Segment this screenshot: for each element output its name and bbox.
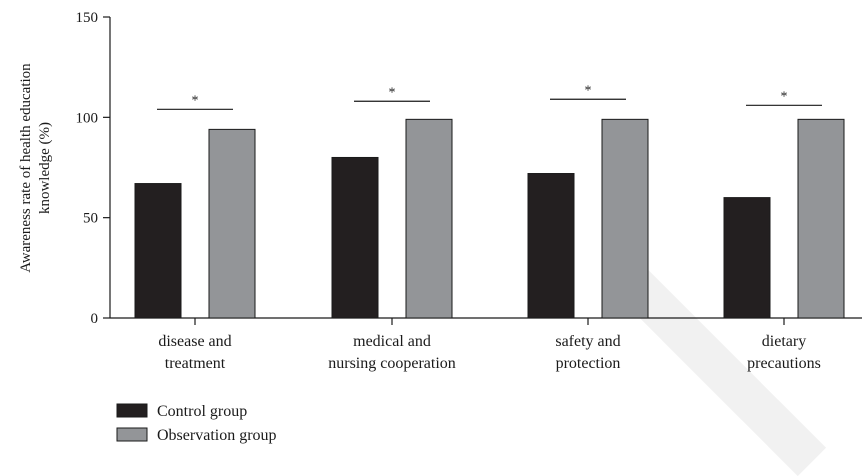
category-label: medical and nursing cooperation [328,333,456,372]
category-label: dietary precautions [747,333,821,372]
bar-observation [208,128,256,319]
category-label-line: safety and [555,333,620,350]
y-ticks: 0 50 100 150 [76,10,110,327]
category-label-line: disease and [158,333,231,350]
y-axis-title-line: Awareness rate of health education [18,63,34,273]
legend-label-control: Control group [157,403,247,420]
bar-control [331,156,379,319]
legend-swatch-observation [116,427,148,442]
bar-control [723,197,771,319]
legend-label-observation: Observation group [157,427,277,444]
significance-star: * [781,89,788,104]
significance-star: * [389,85,396,100]
category-label-line: protection [556,355,621,372]
y-tick-label: 150 [76,10,99,26]
bar-control [527,173,575,319]
y-tick-label: 0 [91,311,99,327]
bar-control [134,183,182,319]
category-label-line: precautions [747,355,821,372]
category-label: disease and treatment [158,333,231,372]
bar-chart: 0 50 100 150 * * * * disease and treatment medic… [18,10,862,444]
y-axis-title: Awareness rate of health education knowle… [18,63,53,273]
legend-swatch-control [116,403,148,418]
category-labels: disease and treatment medical and nursing c… [158,318,821,372]
significance-star: * [192,93,199,108]
category-label-line: treatment [165,355,226,372]
bar-observation [405,118,453,319]
category-label: safety and protection [555,333,620,372]
y-tick-label: 50 [83,211,98,227]
legend: Control group Observation group [116,403,277,444]
category-label-line: dietary [762,333,806,350]
significance-markers: * * * * [157,83,822,110]
bars [134,118,845,319]
bar-observation [601,118,649,319]
category-label-line: medical and [353,333,431,350]
category-label-line: nursing cooperation [328,355,456,372]
y-axis-title-line: knowledge (%) [37,122,53,214]
bar-observation [797,118,845,319]
y-tick-label: 100 [76,110,99,126]
significance-star: * [585,83,592,98]
